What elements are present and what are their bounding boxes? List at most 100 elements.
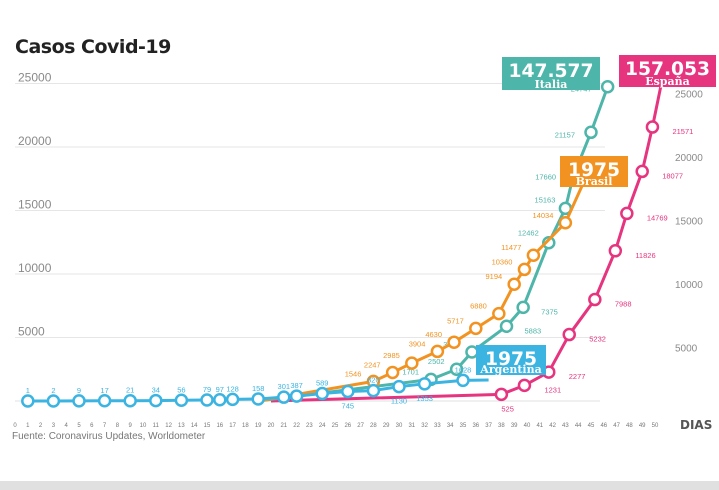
x-tick-label: 20 bbox=[268, 423, 275, 429]
data-point bbox=[558, 216, 573, 230]
x-tick-label: 34 bbox=[447, 423, 454, 429]
x-tick-label: 2 bbox=[39, 423, 43, 429]
data-point bbox=[526, 248, 541, 262]
data-label: 79 bbox=[203, 385, 211, 394]
data-point bbox=[251, 392, 265, 406]
data-point bbox=[449, 362, 464, 376]
x-tick-label: 22 bbox=[293, 423, 300, 429]
data-label: 17660 bbox=[535, 173, 556, 182]
data-label: 5883 bbox=[525, 326, 542, 335]
x-tick-label: 39 bbox=[511, 423, 518, 429]
data-point bbox=[517, 262, 532, 277]
x-tick-label: 41 bbox=[536, 423, 543, 429]
x-tick-label: 33 bbox=[434, 423, 441, 429]
label-box-value: 147.577 bbox=[508, 61, 593, 82]
data-label: 1353 bbox=[416, 394, 433, 403]
source-note: Fuente: Coronavirus Updates, Worldometer bbox=[12, 431, 206, 442]
data-label: 1130 bbox=[391, 397, 407, 406]
data-point bbox=[562, 327, 576, 342]
data-point bbox=[494, 387, 509, 402]
data-point bbox=[97, 394, 112, 408]
data-point bbox=[608, 244, 623, 258]
x-tick-label: 7 bbox=[103, 423, 107, 429]
x-tick-label: 32 bbox=[421, 423, 428, 429]
data-point bbox=[46, 394, 61, 408]
label-box-background bbox=[476, 345, 546, 375]
data-label: 301 bbox=[278, 382, 291, 391]
data-label: 1628 bbox=[455, 365, 472, 374]
data-label: 387 bbox=[290, 381, 303, 390]
data-label: 34 bbox=[152, 386, 160, 395]
data-label: 2247 bbox=[364, 360, 381, 369]
data-label: 525 bbox=[501, 404, 514, 413]
series-espana: 525 1231 2277 5232 7988 11826 14769 18077 21571 1… bbox=[270, 55, 716, 413]
data-point bbox=[645, 120, 660, 134]
data-label: 7375 bbox=[541, 307, 558, 316]
x-tick-label: 28 bbox=[370, 423, 377, 429]
data-point bbox=[600, 79, 615, 94]
label-box-value: 1975 bbox=[485, 349, 537, 370]
data-point bbox=[392, 379, 406, 394]
data-label: 17 bbox=[100, 386, 108, 395]
data-point bbox=[289, 389, 304, 403]
data-label: 158 bbox=[252, 384, 265, 393]
data-label: 4630 bbox=[425, 330, 442, 339]
data-point bbox=[588, 292, 602, 307]
data-label: 97 bbox=[216, 385, 224, 394]
y-tick-label-left: 25000 bbox=[18, 71, 52, 85]
data-point bbox=[620, 206, 634, 221]
data-label: 11477 bbox=[501, 243, 521, 252]
x-tick-label: 43 bbox=[562, 423, 569, 429]
data-point bbox=[123, 393, 137, 408]
data-point bbox=[315, 386, 329, 401]
label-box-background bbox=[560, 156, 628, 187]
data-label: 820 bbox=[367, 376, 380, 385]
x-tick-label: 27 bbox=[357, 423, 364, 429]
data-label: 1231 bbox=[544, 385, 561, 394]
x-tick-label: 24 bbox=[319, 423, 326, 429]
data-point bbox=[447, 335, 461, 349]
x-tick-label: 6 bbox=[90, 423, 94, 429]
y-tick-label-left: 5000 bbox=[18, 325, 45, 339]
x-tick-label: 47 bbox=[613, 423, 620, 429]
x-tick-label: 10 bbox=[140, 423, 147, 429]
data-label: 1546 bbox=[345, 369, 362, 378]
y-tick-label-right: 5000 bbox=[675, 344, 698, 355]
series-argentina: 1 2 9 17 21 34 56 79 97 128 158 301 387 589 745 820 1130… bbox=[21, 345, 546, 411]
x-tick-label: 9 bbox=[129, 423, 133, 429]
data-label: 3904 bbox=[409, 339, 426, 348]
data-label: 2 bbox=[51, 386, 55, 395]
data-point bbox=[385, 365, 400, 380]
data-label: 56 bbox=[177, 385, 185, 394]
x-tick-label: 19 bbox=[255, 423, 262, 429]
data-label: 9 bbox=[77, 386, 81, 395]
label-box-value: 157.053 bbox=[625, 59, 710, 80]
data-point bbox=[213, 393, 227, 407]
x-tick-label: 3 bbox=[52, 423, 56, 429]
data-point bbox=[542, 235, 556, 250]
x-tick-label: 15 bbox=[204, 423, 211, 429]
x-tick-label: 49 bbox=[639, 423, 646, 429]
data-point bbox=[507, 277, 521, 291]
x-tick-label: 45 bbox=[588, 423, 595, 429]
x-tick-label: 29 bbox=[383, 423, 390, 429]
x-tick-label: 17 bbox=[229, 423, 236, 429]
data-point bbox=[341, 384, 355, 399]
y-tick-label-left: 15000 bbox=[18, 198, 52, 212]
label-box-name: Italia bbox=[535, 78, 568, 91]
x-tick-label: 50 bbox=[652, 423, 659, 429]
x-tick-label: 48 bbox=[626, 423, 633, 429]
data-point bbox=[492, 306, 506, 321]
label-box-background bbox=[502, 57, 600, 90]
data-point bbox=[635, 164, 649, 179]
data-label: 745 bbox=[342, 402, 355, 411]
x-tick-label: 37 bbox=[485, 423, 492, 429]
y-tick-label-right: 20000 bbox=[675, 153, 703, 164]
x-tick-label: 46 bbox=[600, 423, 607, 429]
x-tick-label: 8 bbox=[116, 423, 120, 429]
data-label: 15163 bbox=[535, 195, 556, 204]
data-label: 1 bbox=[26, 386, 30, 395]
data-point bbox=[200, 393, 214, 407]
label-box-value: 1975 bbox=[568, 160, 620, 181]
